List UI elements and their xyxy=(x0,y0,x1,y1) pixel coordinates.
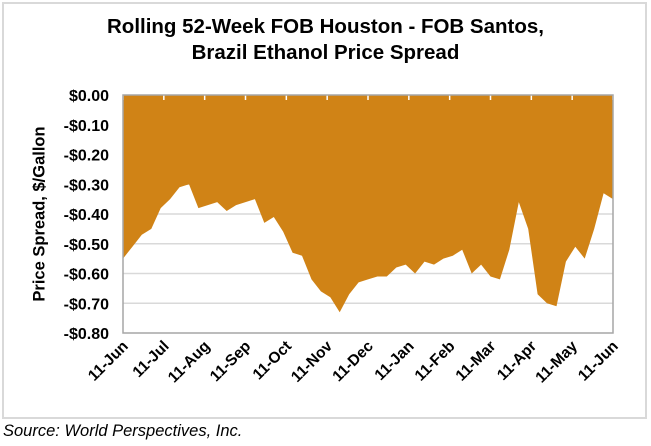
x-tick-label: 11-Mar xyxy=(453,338,500,385)
y-tick-labels: $0.00 -$0.10 -$0.20 -$0.30 -$0.40 -$0.50 -$0.6… xyxy=(64,88,109,343)
x-tick-label: 11-Nov xyxy=(288,338,336,386)
y-tick-label: -$0.20 xyxy=(64,148,109,165)
y-tick-label: -$0.60 xyxy=(64,267,109,284)
x-tick-label: 11-Apr xyxy=(494,338,540,384)
y-tick-label: -$0.80 xyxy=(64,326,109,343)
y-tick-label: -$0.10 xyxy=(64,118,109,135)
chart-title-line-2: Brazil Ethanol Price Spread xyxy=(191,41,460,64)
source-note: Source: World Perspectives, Inc. xyxy=(3,422,243,440)
x-tick-label: 11-Oct xyxy=(250,338,296,384)
chart-title-line-1: Rolling 52-Week FOB Houston - FOB Santos… xyxy=(107,15,544,38)
x-tick-label: 11-Aug xyxy=(165,338,214,387)
y-tick-label: -$0.50 xyxy=(64,237,109,254)
chart-title: Rolling 52-Week FOB Houston - FOB Santos… xyxy=(0,14,651,66)
x-tick-label: 11-Dec xyxy=(329,338,377,386)
x-tick-marks xyxy=(122,95,614,100)
x-tick-labels: 11-Jun11-Jul11-Aug11-Sep11-Oct11-Nov11-D… xyxy=(85,338,622,387)
x-tick-label: 11-Jan xyxy=(372,338,418,384)
y-tick-label: $0.00 xyxy=(69,88,109,105)
y-tick-label: -$0.30 xyxy=(64,177,109,194)
x-tick-label: 11-Sep xyxy=(207,338,254,385)
x-tick-label: 11-May xyxy=(532,338,581,387)
x-tick-label: 11-Feb xyxy=(412,338,459,385)
plot-border xyxy=(122,94,614,334)
x-tick-label: 11-Jun xyxy=(85,338,132,385)
y-tick-label: -$0.70 xyxy=(64,296,109,313)
x-tick-label: 11-Jun xyxy=(575,338,622,385)
spread-area xyxy=(123,95,613,313)
y-tick-label: -$0.40 xyxy=(64,207,109,224)
